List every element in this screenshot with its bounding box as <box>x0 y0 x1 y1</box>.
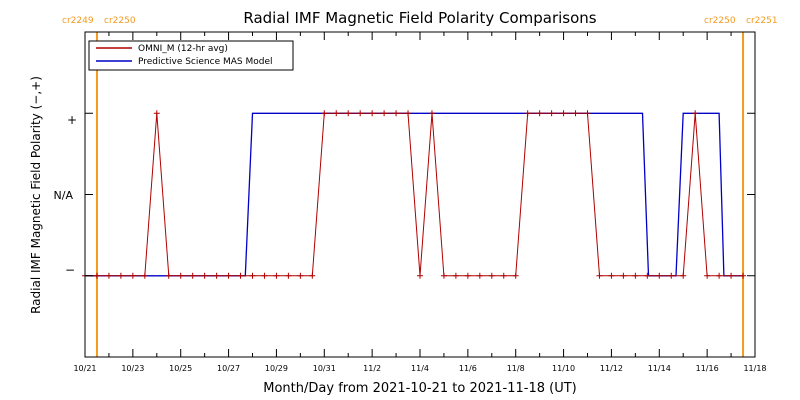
x-tick-label: 11/16 <box>696 364 719 373</box>
data-point-omni <box>512 272 519 279</box>
x-tick-label: 11/12 <box>600 364 623 373</box>
y-axis-ticks <box>85 112 755 277</box>
data-point-omni <box>261 272 268 279</box>
data-point-omni <box>524 110 531 117</box>
x-tick-label: 11/10 <box>552 364 575 373</box>
data-point-omni <box>345 110 352 117</box>
data-point-omni <box>405 110 412 117</box>
data-point-omni <box>452 272 459 279</box>
data-point-omni <box>417 272 423 279</box>
y-tick-label-plus: + <box>67 113 77 127</box>
data-point-omni <box>488 272 495 279</box>
data-point-omni <box>249 272 256 279</box>
data-point-omni <box>692 110 699 117</box>
data-point-omni <box>572 110 579 117</box>
data-point-omni <box>500 272 507 279</box>
data-point-omni <box>165 272 172 279</box>
data-point-omni <box>225 272 232 279</box>
chart-title: Radial IMF Magnetic Field Polarity Compa… <box>243 9 596 27</box>
data-point-omni <box>560 110 567 117</box>
data-point-omni <box>309 272 316 279</box>
x-tick-label: 10/23 <box>121 364 144 373</box>
data-point-omni <box>285 272 292 279</box>
data-point-omni <box>237 272 244 279</box>
data-point-omni <box>153 110 160 117</box>
data-point-omni <box>297 272 304 279</box>
data-point-omni <box>177 272 184 279</box>
data-point-omni <box>357 110 364 117</box>
data-point-omni <box>668 272 675 279</box>
data-point-omni <box>740 272 747 279</box>
data-point-omni <box>428 110 435 117</box>
x-tick-label: 11/4 <box>411 364 429 373</box>
data-point-omni <box>656 272 663 279</box>
x-tick-label: 10/31 <box>313 364 336 373</box>
data-point-omni <box>548 110 555 117</box>
data-point-omni <box>141 272 148 279</box>
cr-label-left-1: cr2249 <box>62 16 94 26</box>
series-line-omni <box>85 112 743 277</box>
cr-label-left-2: cr2250 <box>704 16 736 26</box>
data-point-omni <box>321 110 328 117</box>
x-tick-label: 10/27 <box>217 364 240 373</box>
data-point-omni <box>201 272 208 279</box>
plot-frame <box>84 31 756 358</box>
data-point-omni <box>608 272 615 279</box>
x-tick-label: 11/2 <box>363 364 381 373</box>
data-point-omni <box>369 110 376 117</box>
x-tick-label: 10/29 <box>265 364 288 373</box>
x-axis-ticks: 10/21 10/23 10/25 10/27 10/29 10/31 11/2 11/4 11… <box>73 32 767 373</box>
data-point-omni <box>584 110 591 117</box>
x-axis-label: Month/Day from 2021-10-21 to 2021-11-18 … <box>263 381 576 396</box>
data-point-omni <box>117 272 124 279</box>
legend-label-model: Predictive Science MAS Model <box>138 57 273 67</box>
data-point-omni <box>273 272 280 279</box>
data-point-omni <box>464 272 471 279</box>
legend: OMNI_M (12-hr avg) Predictive Science MA… <box>88 40 294 71</box>
data-point-omni <box>728 272 735 279</box>
y-tick-label-minus: − <box>65 263 75 277</box>
data-point-omni <box>596 272 603 279</box>
x-tick-label: 10/25 <box>169 364 192 373</box>
x-tick-label: 11/14 <box>648 364 671 373</box>
series-layer <box>82 110 747 279</box>
legend-box <box>88 40 294 71</box>
cr-label-right-1: cr2250 <box>104 16 136 26</box>
data-point-omni <box>105 272 112 279</box>
y-axis-label: Radial IMF Magnetic Field Polarity (−,+) <box>29 76 43 314</box>
data-point-omni <box>440 272 447 279</box>
data-point-omni <box>704 272 711 279</box>
data-point-omni <box>189 272 196 279</box>
x-tick-label: 11/6 <box>459 364 477 373</box>
data-point-omni <box>536 110 543 117</box>
data-point-omni <box>93 272 100 279</box>
data-point-omni <box>213 272 220 279</box>
x-tick-label: 10/21 <box>73 364 96 373</box>
data-point-omni <box>129 272 136 279</box>
data-point-omni <box>716 272 723 279</box>
carrington-marker-layer <box>95 32 745 357</box>
data-point-omni <box>644 272 651 279</box>
cr-label-right-2: cr2251 <box>746 16 778 26</box>
data-point-omni <box>476 272 483 279</box>
data-point-omni <box>381 110 388 117</box>
data-point-omni <box>680 272 687 279</box>
data-point-omni <box>620 272 627 279</box>
x-tick-label: 11/18 <box>743 364 766 373</box>
data-point-omni <box>393 110 400 117</box>
y-tick-label-na: N/A <box>54 189 74 202</box>
x-tick-label: 11/8 <box>507 364 525 373</box>
data-point-omni <box>632 272 639 279</box>
legend-label-omni: OMNI_M (12-hr avg) <box>138 44 228 54</box>
data-point-omni <box>333 110 340 117</box>
